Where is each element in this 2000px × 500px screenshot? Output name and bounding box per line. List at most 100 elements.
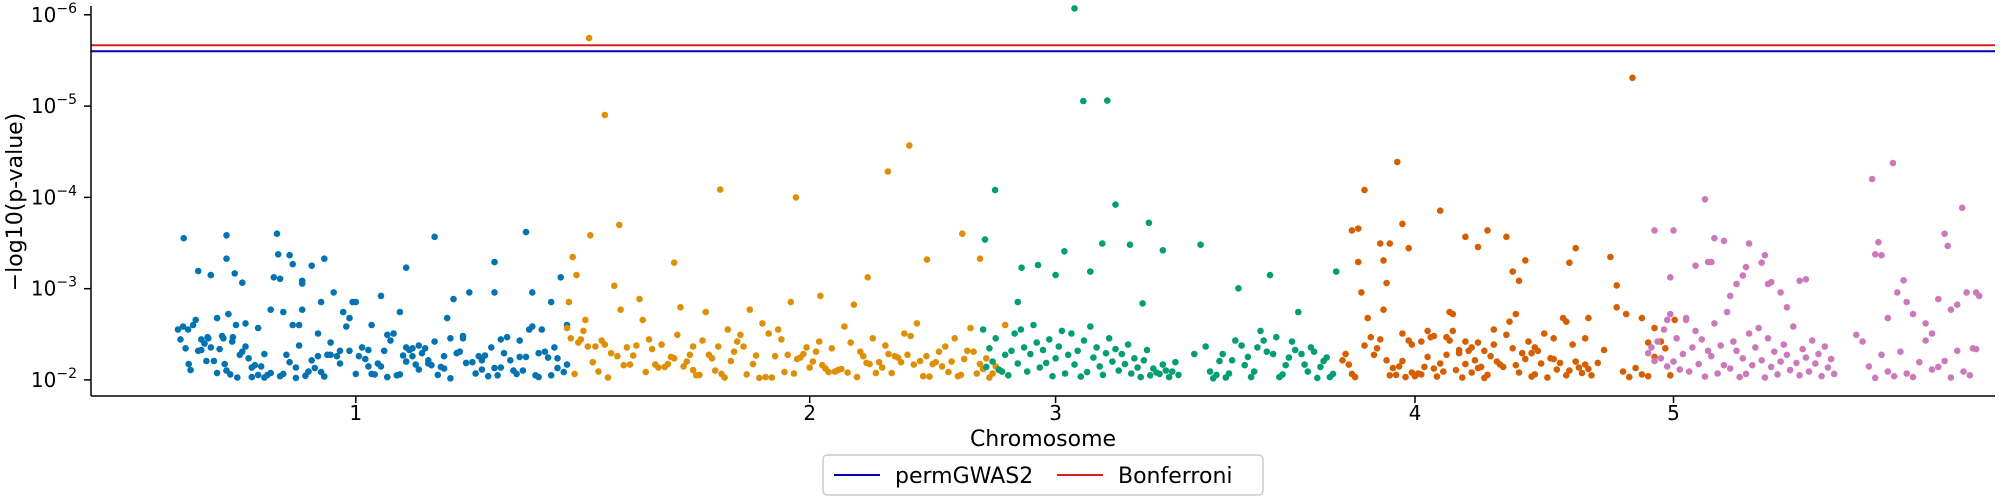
data-point [1036,364,1044,371]
data-point [1279,371,1286,378]
data-point [179,323,187,330]
data-point [1354,225,1362,232]
data-point [184,326,192,333]
data-point [992,335,999,342]
data-point [1484,371,1491,379]
data-point [1263,348,1271,356]
data-point [1377,240,1384,247]
data-point [1392,371,1400,379]
data-point [1667,310,1674,318]
data-point [626,361,634,368]
data-point [1008,347,1015,355]
data-point [740,343,747,350]
data-point [1660,326,1668,333]
data-point [1761,374,1769,381]
data-point [1578,369,1586,377]
data-point [1569,341,1576,348]
data-point [1581,335,1589,342]
data-point [611,282,618,290]
data-point [1941,230,1948,237]
data-point [1191,350,1198,358]
data-point [838,365,845,373]
data-point [321,255,328,262]
data-point [1889,159,1897,167]
data-point [1213,371,1220,379]
data-point [251,361,259,369]
data-point [187,366,194,374]
data-point [535,349,542,357]
data-point [1708,352,1715,360]
data-point [743,371,750,378]
data-point [478,366,486,373]
data-point [1512,361,1520,369]
data-point [1329,370,1337,378]
data-point [1619,368,1627,375]
data-point [1793,359,1800,367]
axes [90,6,1995,397]
data-point [872,369,880,377]
data-point [1165,373,1173,381]
data-point [976,255,984,262]
data-point [317,298,325,306]
data-point [314,330,322,337]
data-point [254,324,262,332]
data-point [1206,368,1214,375]
data-point [1916,358,1923,366]
data-point [289,321,297,329]
data-point [447,375,454,382]
data-point [1701,373,1709,380]
data-point [472,370,479,377]
data-point [1515,277,1523,285]
data-point [803,344,810,351]
data-point [964,347,971,355]
data-point [1061,248,1068,255]
data-point [1651,227,1658,234]
data-point [1323,354,1330,361]
data-point [1783,351,1791,359]
data-point [746,306,754,314]
data-point [365,363,372,370]
data-point [617,306,624,314]
data-point [1408,341,1416,348]
data-point [1304,368,1312,375]
data-point [1310,348,1318,356]
data-point [305,368,312,375]
data-point [809,358,817,365]
data-point [1550,355,1557,363]
data-point [1394,158,1401,166]
data-point [507,357,514,364]
data-point [1808,337,1816,344]
data-points [174,5,1983,382]
data-point [1509,268,1516,275]
data-point [844,369,851,376]
data-point [1295,308,1302,316]
data-point [519,367,527,374]
data-point [220,335,227,342]
data-point [1361,186,1368,194]
data-point [1314,374,1321,382]
data-point [1607,253,1614,261]
data-point [1600,346,1608,354]
data-point [828,345,836,352]
data-point [951,335,958,342]
data-point [1815,350,1822,358]
data-point [1522,355,1529,363]
data-point [239,279,246,287]
x-tick-label: 5 [1667,401,1680,425]
data-point [642,368,650,376]
data-point [516,337,523,344]
data-point [513,370,520,378]
data-point [1572,358,1579,365]
data-point [1273,333,1280,341]
data-point [182,345,189,352]
data-point [1093,344,1100,351]
data-point [298,280,306,287]
data-point [1317,363,1324,371]
data-point [1708,258,1715,266]
data-point [1777,289,1784,296]
data-point [1074,347,1081,355]
data-point [223,255,230,262]
data-point [1440,368,1447,375]
data-point [283,351,290,359]
